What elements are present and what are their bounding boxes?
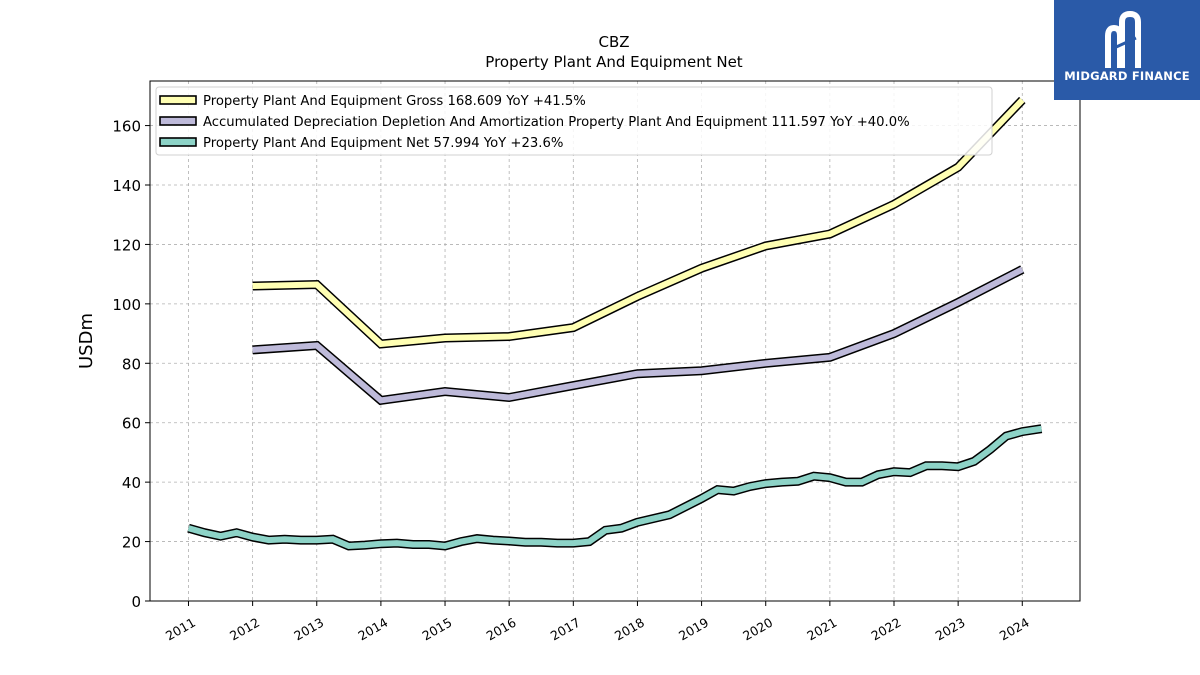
legend-swatch bbox=[159, 116, 197, 126]
series-core bbox=[252, 266, 1024, 404]
midgard-logo-icon bbox=[1105, 10, 1141, 68]
y-tick-label: 140 bbox=[112, 177, 141, 195]
y-tick-label: 20 bbox=[122, 534, 141, 552]
x-tick-label: 2023 bbox=[933, 615, 968, 644]
legend-swatch bbox=[159, 137, 197, 147]
x-tick-label: 2020 bbox=[740, 615, 775, 644]
chart-subtitle: Property Plant And Equipment Net bbox=[485, 53, 742, 71]
legend-label: Property Plant And Equipment Net 57.994 … bbox=[203, 136, 563, 151]
series-line-2 bbox=[252, 265, 1025, 406]
series-layer bbox=[187, 96, 1043, 551]
logo-text: MIDGARD FINANCE bbox=[1064, 69, 1190, 83]
chart-title: CBZ bbox=[598, 33, 629, 51]
x-tick-label: 2024 bbox=[997, 615, 1032, 644]
y-tick-label: 80 bbox=[122, 355, 141, 373]
x-tick-label: 2017 bbox=[548, 615, 583, 644]
series-line-3 bbox=[187, 424, 1043, 551]
x-tick-label: 2012 bbox=[227, 615, 262, 644]
legend-label: Accumulated Depreciation Depletion And A… bbox=[203, 115, 910, 130]
y-axis: 0 20 40 60 80 100 120 140 160 bbox=[112, 118, 150, 611]
x-tick-label: 2016 bbox=[484, 615, 519, 644]
legend-swatch bbox=[159, 95, 197, 105]
y-tick-label: 160 bbox=[112, 118, 141, 136]
legend-box bbox=[155, 86, 993, 156]
brand-logo: MIDGARD FINANCE bbox=[1054, 0, 1200, 100]
series-line-1 bbox=[252, 96, 1026, 349]
legend-label: Property Plant And Equipment Gross 168.6… bbox=[203, 94, 586, 109]
x-tick-label: 2015 bbox=[419, 615, 454, 644]
x-tick-label: 2013 bbox=[291, 615, 326, 644]
y-axis-label: USDm bbox=[76, 313, 97, 369]
grid bbox=[150, 81, 1080, 601]
series-core bbox=[252, 97, 1025, 348]
y-tick-label: 40 bbox=[122, 474, 141, 492]
x-tick-label: 2021 bbox=[804, 615, 839, 644]
x-tick-label: 2014 bbox=[355, 615, 390, 644]
y-tick-label: 100 bbox=[112, 296, 141, 314]
x-tick-label: 2019 bbox=[676, 615, 711, 644]
x-tick-label: 2022 bbox=[868, 615, 903, 644]
x-tick-label: 2018 bbox=[612, 615, 647, 644]
y-tick-label: 60 bbox=[122, 415, 141, 433]
x-axis: 2011 2012 2013 2014 2015 2016 2017 2018 2019 2020… bbox=[163, 601, 1032, 644]
plot-frame bbox=[149, 80, 1081, 602]
x-tick-label: 2011 bbox=[163, 615, 198, 644]
legend: Property Plant And Equipment Gross 168.6… bbox=[155, 86, 993, 156]
series-core bbox=[187, 425, 1042, 550]
y-tick-label: 0 bbox=[131, 593, 141, 611]
y-tick-label: 120 bbox=[112, 236, 141, 254]
